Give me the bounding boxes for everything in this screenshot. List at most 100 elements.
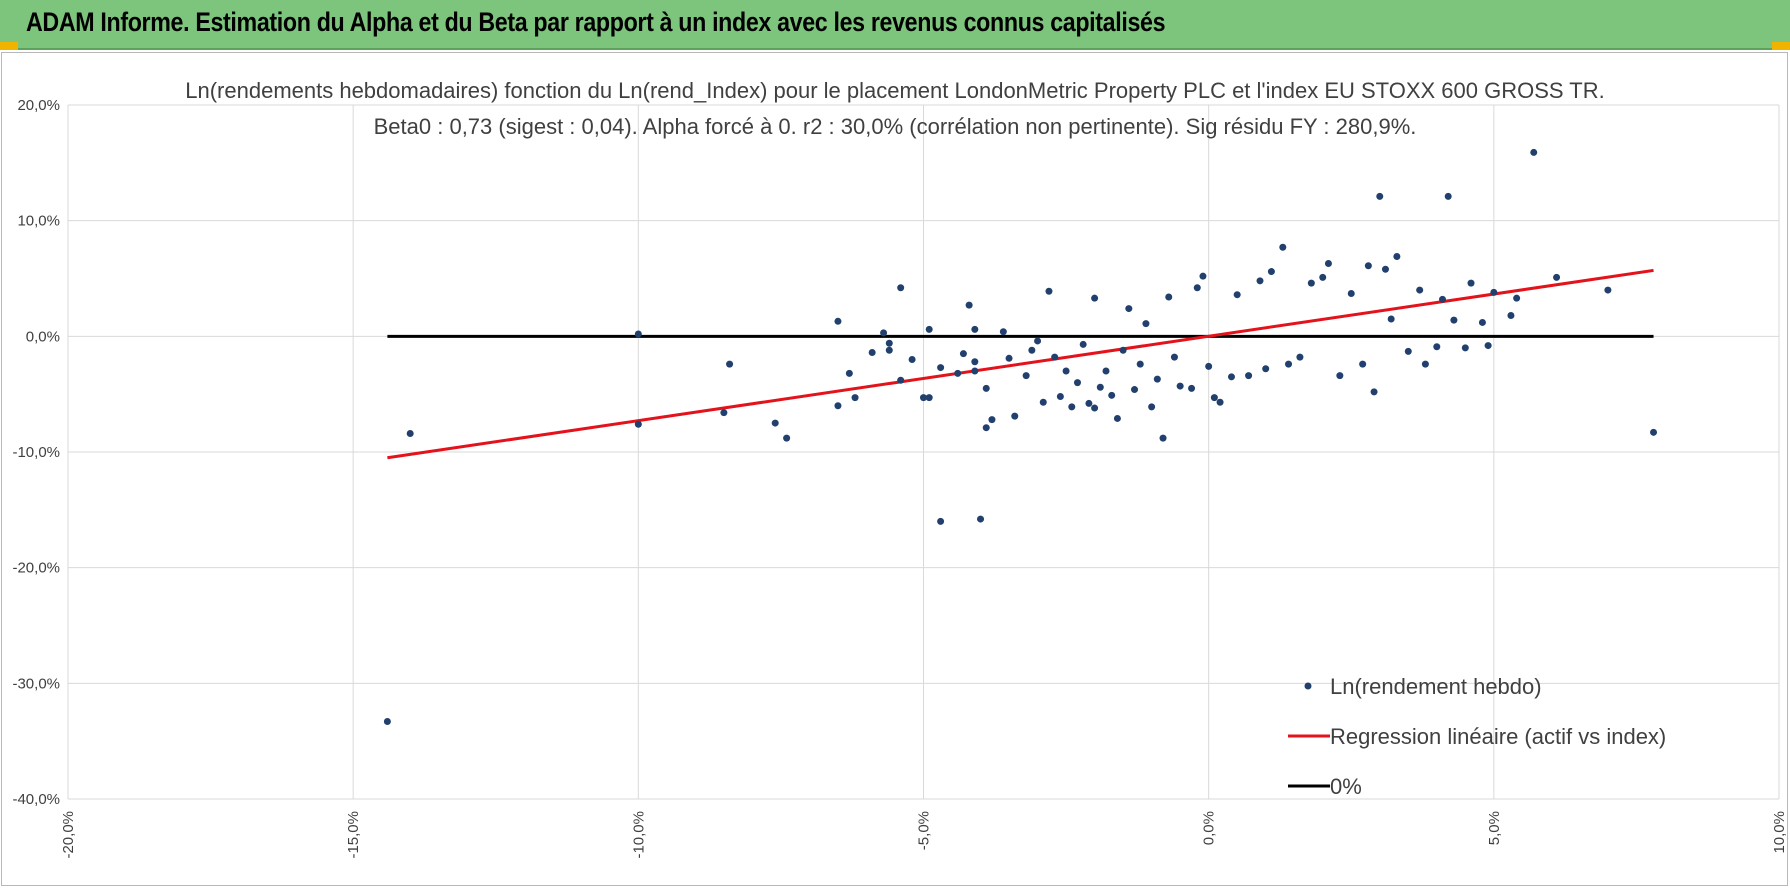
data-point	[1142, 320, 1150, 328]
data-point	[1199, 272, 1207, 280]
data-point	[920, 394, 927, 402]
data-point	[1319, 273, 1327, 281]
data-point	[982, 424, 990, 432]
y-tick-label: -30,0%	[12, 675, 60, 692]
data-point	[383, 718, 391, 726]
data-point	[880, 329, 888, 337]
data-point	[1387, 315, 1395, 323]
data-point	[1028, 346, 1036, 354]
data-point	[1136, 360, 1144, 368]
data-point	[1336, 372, 1344, 380]
x-tick-label: 5,0%	[1486, 811, 1503, 845]
y-tick-label: 20,0%	[17, 97, 60, 114]
data-point	[937, 364, 945, 372]
data-point	[1131, 386, 1139, 394]
data-point	[954, 369, 962, 377]
data-point	[1604, 286, 1612, 294]
data-point	[925, 394, 933, 402]
data-point	[1011, 412, 1019, 420]
data-point	[971, 367, 979, 375]
data-point	[851, 394, 859, 402]
data-point	[988, 416, 996, 424]
data-point	[1650, 428, 1658, 436]
legend-label-scatter: Ln(rendement hebdo)	[1330, 674, 1542, 699]
data-point	[885, 346, 893, 354]
data-point	[726, 360, 734, 368]
data-point	[1045, 287, 1053, 295]
data-point	[1553, 273, 1561, 281]
data-point	[1170, 353, 1178, 361]
data-point	[999, 328, 1007, 336]
report-title: ADAM Informe. Estimation du Alpha et du …	[26, 7, 1166, 37]
data-point	[1210, 394, 1218, 402]
data-point	[1176, 382, 1184, 390]
chart-frame	[1, 52, 1788, 886]
data-point	[1439, 295, 1447, 303]
data-point	[1034, 337, 1042, 345]
data-point	[1227, 373, 1235, 381]
data-point	[1285, 360, 1293, 368]
data-point	[1096, 383, 1104, 391]
data-point	[971, 358, 979, 366]
data-point	[977, 515, 985, 523]
data-point	[1085, 399, 1093, 407]
data-point	[1159, 434, 1167, 442]
x-tick-label: -20,0%	[60, 811, 77, 859]
data-point	[1450, 316, 1458, 324]
y-tick-label: -20,0%	[12, 560, 60, 577]
x-tick-label: -15,0%	[345, 811, 362, 859]
data-point	[1108, 391, 1116, 399]
data-point	[1347, 290, 1355, 298]
report-banner: ADAM Informe. Estimation du Alpha et du …	[0, 0, 1790, 50]
data-point	[1051, 353, 1059, 361]
data-point	[1267, 268, 1275, 276]
data-point	[1279, 243, 1287, 251]
data-point	[1073, 379, 1081, 387]
data-point	[1364, 262, 1372, 270]
data-point	[1022, 372, 1030, 380]
data-point	[771, 419, 779, 427]
legend-label-zero: 0%	[1330, 774, 1362, 799]
data-point	[1461, 344, 1469, 352]
data-point	[1381, 265, 1389, 273]
y-tick-label: 10,0%	[17, 213, 60, 230]
legend-label-regression: Regression linéaire (actif vs index)	[1330, 724, 1666, 749]
data-point	[971, 325, 979, 333]
data-point	[1262, 365, 1270, 373]
data-point	[868, 349, 876, 357]
data-point	[720, 409, 728, 417]
regression-line	[387, 268, 1654, 460]
x-tick-label: 0,0%	[1201, 811, 1218, 845]
data-point	[1056, 392, 1064, 400]
data-point	[1165, 293, 1173, 301]
data-point	[783, 434, 791, 442]
data-point	[897, 376, 905, 384]
x-tick-label: -5,0%	[916, 811, 933, 850]
data-point	[1188, 384, 1196, 392]
data-point	[1062, 367, 1070, 375]
data-point	[897, 284, 905, 292]
data-point	[1205, 362, 1213, 370]
banner-corner-right-accent	[1772, 42, 1790, 50]
data-point	[982, 384, 990, 392]
data-point	[1102, 367, 1110, 375]
data-point	[1068, 403, 1076, 411]
data-point	[959, 350, 967, 358]
data-point	[845, 369, 853, 377]
data-point	[1444, 192, 1452, 200]
data-point	[634, 420, 642, 428]
data-point	[1484, 342, 1492, 350]
y-tick-label: -10,0%	[12, 444, 60, 461]
chart-legend: Ln(rendement hebdo) Regression linéaire …	[1288, 674, 1666, 799]
data-point	[1193, 284, 1201, 292]
data-point	[1256, 277, 1264, 285]
data-point	[965, 301, 973, 309]
data-point	[1233, 291, 1241, 299]
legend-marker-scatter	[1304, 682, 1312, 690]
data-point	[1119, 346, 1127, 354]
data-point	[1478, 318, 1486, 326]
y-tick-label: 0,0%	[26, 328, 60, 345]
data-point	[1507, 312, 1515, 320]
data-point	[1153, 375, 1161, 383]
